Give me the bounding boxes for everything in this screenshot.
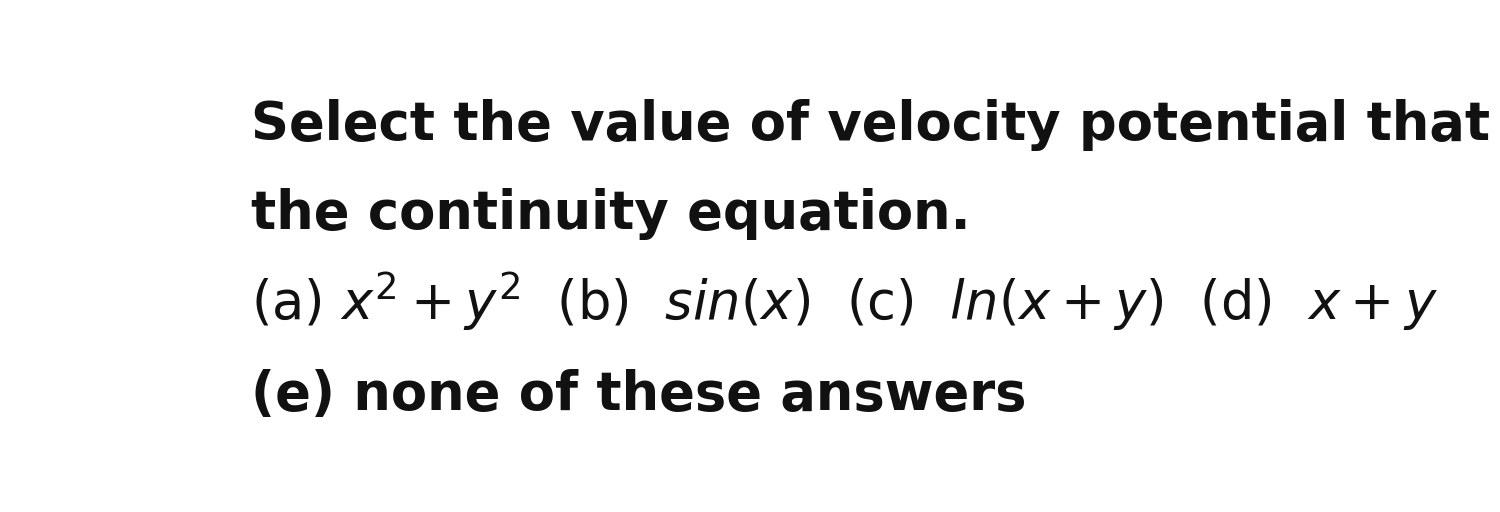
Text: (a) $x^2 + y^2$  (b)  $\mathit{sin}(x)$  (c)  $\mathit{ln}(x + y)$  (d)  $x + y$: (a) $x^2 + y^2$ (b) $\mathit{sin}(x)$ (c… (252, 269, 1438, 333)
Text: Select the value of velocity potential that satisfies: Select the value of velocity potential t… (252, 99, 1500, 151)
Text: (e) none of these answers: (e) none of these answers (252, 369, 1028, 421)
Text: the continuity equation.: the continuity equation. (252, 188, 970, 240)
